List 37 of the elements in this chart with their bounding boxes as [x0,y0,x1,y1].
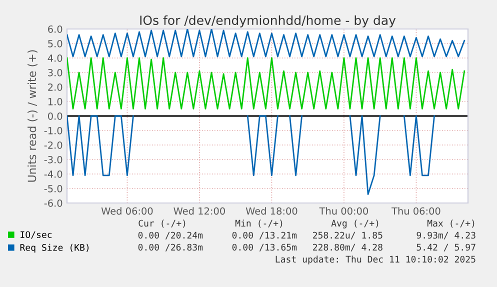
y-tick-label: -6.0 [44,199,62,207]
y-tick-label: -5.0 [44,184,62,192]
text: Cur (-/+) [138,220,186,228]
x-tick-label: Thu 06:00 [392,207,440,215]
legend-label: Req Size (KB) [20,244,89,253]
text: 0.00 /20.24m [138,232,203,240]
text: Avg (-/+) [331,220,378,228]
text: Max (-/+) [427,220,474,228]
text: Last update: Thu Dec 11 10:10:02 2025 [276,256,476,264]
legend-label: IO/sec [20,231,52,239]
text: 5.42 / 5.97 [416,244,476,252]
y-axis-title: Units read (-) / write (+) [28,50,38,182]
text: 0.00 /13.65m [232,244,297,252]
x-tick-label: Wed 18:00 [246,207,298,215]
y-tick-label: 3.0 [48,68,62,76]
y-tick-label: 4.0 [48,54,62,62]
y-tick-label: -1.0 [44,126,62,134]
line-series [67,29,466,58]
y-tick-label: -3.0 [44,156,62,164]
text: 9.93m/ 4.23 [416,232,476,240]
x-tick-label: Wed 12:00 [174,207,225,215]
y-tick-label: 2.0 [48,83,62,91]
x-tick-label: Thu 00:00 [319,207,368,215]
y-tick-label: 5.0 [48,40,62,48]
y-tick-label: 6.0 [48,25,62,33]
text: 228.80m/ 4.28 [313,244,382,252]
text: 258.22u/ 1.85 [313,232,382,240]
line-series [67,57,466,110]
text: Min (-/+) [235,220,282,228]
text: 0.00 /26.83m [138,244,203,252]
chart-title: IOs for /dev/endymionhdd/home - by day [140,15,396,28]
y-tick-label: 1.0 [48,98,62,106]
y-tick-label: -2.0 [44,141,62,149]
text: 0.00 /13.21m [232,232,297,240]
y-tick-label: 0.0 [48,112,62,120]
x-tick-label: Wed 06:00 [101,207,153,215]
y-tick-label: -4.0 [44,170,62,178]
